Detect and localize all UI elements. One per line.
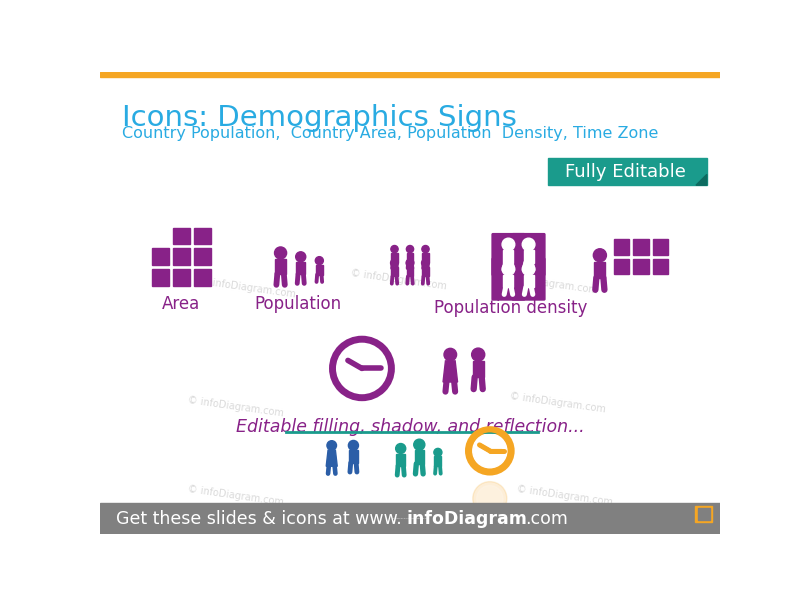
- Bar: [548, 158, 707, 185]
- Polygon shape: [443, 361, 458, 382]
- Circle shape: [594, 249, 606, 262]
- Text: Editable filling, shadow, and reflection...: Editable filling, shadow, and reflection…: [236, 419, 584, 437]
- Circle shape: [406, 259, 414, 267]
- Circle shape: [472, 348, 485, 361]
- Bar: [524, 275, 534, 287]
- Bar: [152, 269, 169, 286]
- Bar: [503, 275, 514, 287]
- Text: © infoDiagram.com: © infoDiagram.com: [187, 395, 284, 419]
- Bar: [194, 269, 211, 286]
- Bar: [407, 253, 413, 262]
- Text: © infoDiagram.com: © infoDiagram.com: [516, 484, 614, 508]
- Circle shape: [296, 252, 306, 262]
- Bar: [414, 450, 424, 464]
- Circle shape: [348, 440, 358, 451]
- Bar: [316, 265, 322, 275]
- Circle shape: [522, 238, 535, 251]
- Bar: [614, 259, 630, 274]
- Bar: [524, 250, 534, 263]
- Bar: [406, 267, 414, 277]
- Bar: [275, 259, 286, 274]
- Text: Fully Editable: Fully Editable: [565, 163, 686, 181]
- Bar: [194, 248, 211, 265]
- Bar: [297, 262, 305, 274]
- Circle shape: [502, 263, 514, 275]
- Text: Get these slides & icons at www.​infoD​iagram​.com: Get these slides & icons at www.​infoD​i…: [392, 518, 428, 519]
- Text: infoDiagram: infoDiagram: [406, 509, 527, 527]
- Bar: [503, 250, 514, 263]
- Text: © infoDiagram.com: © infoDiagram.com: [187, 484, 284, 508]
- Bar: [614, 239, 630, 255]
- Text: Area: Area: [162, 295, 201, 313]
- Text: © infoDiagram.com: © infoDiagram.com: [350, 268, 447, 292]
- Circle shape: [406, 245, 414, 253]
- Text: Population density: Population density: [434, 299, 587, 317]
- Text: © infoDiagram.com: © infoDiagram.com: [509, 392, 606, 415]
- Circle shape: [274, 247, 286, 259]
- Circle shape: [502, 238, 514, 251]
- Bar: [349, 451, 358, 463]
- Bar: [422, 267, 429, 277]
- Polygon shape: [696, 175, 707, 185]
- FancyBboxPatch shape: [491, 233, 526, 276]
- Circle shape: [422, 259, 430, 267]
- Circle shape: [414, 439, 425, 450]
- Bar: [473, 361, 484, 377]
- Circle shape: [473, 482, 507, 515]
- Bar: [634, 259, 649, 274]
- Bar: [391, 253, 398, 262]
- Bar: [634, 239, 649, 255]
- Bar: [397, 454, 405, 466]
- Bar: [173, 269, 190, 286]
- Bar: [653, 259, 668, 274]
- Circle shape: [434, 448, 442, 457]
- Circle shape: [477, 485, 503, 512]
- Text: .com: .com: [525, 509, 567, 527]
- Circle shape: [327, 440, 337, 450]
- Text: Get these slides & icons at www.: Get these slides & icons at www.: [117, 509, 402, 527]
- Circle shape: [468, 429, 511, 472]
- Bar: [100, 503, 720, 534]
- Text: Country Population,  Country Area, Population  Density, Time Zone: Country Population, Country Area, Popula…: [122, 126, 658, 141]
- Text: © infoDiagram.com: © infoDiagram.com: [198, 276, 296, 299]
- FancyBboxPatch shape: [511, 233, 546, 276]
- Bar: [653, 239, 668, 255]
- Circle shape: [422, 245, 429, 253]
- Circle shape: [522, 263, 535, 275]
- Bar: [434, 457, 442, 466]
- Circle shape: [473, 434, 507, 468]
- Bar: [391, 267, 398, 277]
- Text: Icons: Demographics Signs: Icons: Demographics Signs: [122, 104, 517, 133]
- Bar: [698, 508, 710, 520]
- Circle shape: [444, 349, 457, 361]
- Text: Population: Population: [254, 295, 341, 313]
- Bar: [594, 262, 606, 278]
- Text: © infoDiagram.com: © infoDiagram.com: [501, 272, 598, 296]
- Bar: [100, 72, 720, 77]
- Circle shape: [390, 259, 398, 267]
- FancyBboxPatch shape: [491, 257, 526, 301]
- Bar: [695, 506, 712, 523]
- FancyBboxPatch shape: [511, 257, 546, 301]
- Bar: [173, 248, 190, 265]
- Circle shape: [391, 245, 398, 253]
- Polygon shape: [326, 450, 338, 466]
- Bar: [152, 248, 169, 265]
- Circle shape: [396, 443, 406, 454]
- Circle shape: [315, 257, 323, 265]
- Bar: [194, 227, 211, 244]
- Bar: [422, 253, 429, 262]
- Bar: [173, 227, 190, 244]
